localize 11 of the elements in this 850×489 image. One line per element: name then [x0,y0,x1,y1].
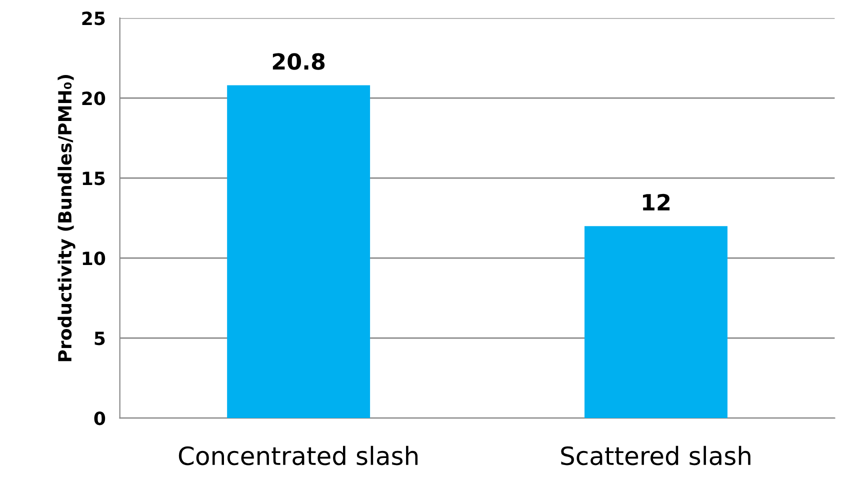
y-tick-label: 10 [82,252,106,266]
data-label: 12 [643,194,670,210]
data-label: 20.8 [272,53,325,70]
y-tick-label: 20 [82,92,106,106]
y-tick-label: 0 [94,412,106,426]
y-tick-label: 5 [94,332,105,346]
y-tick-label: 25 [82,12,105,26]
x-tick-label: Scattered slash [561,446,750,466]
y-tick-label: 15 [82,172,105,186]
y-axis-title: Productivity (Bundles/PMH₀) [58,74,76,362]
x-tick-label: Concentrated slash [178,446,418,466]
